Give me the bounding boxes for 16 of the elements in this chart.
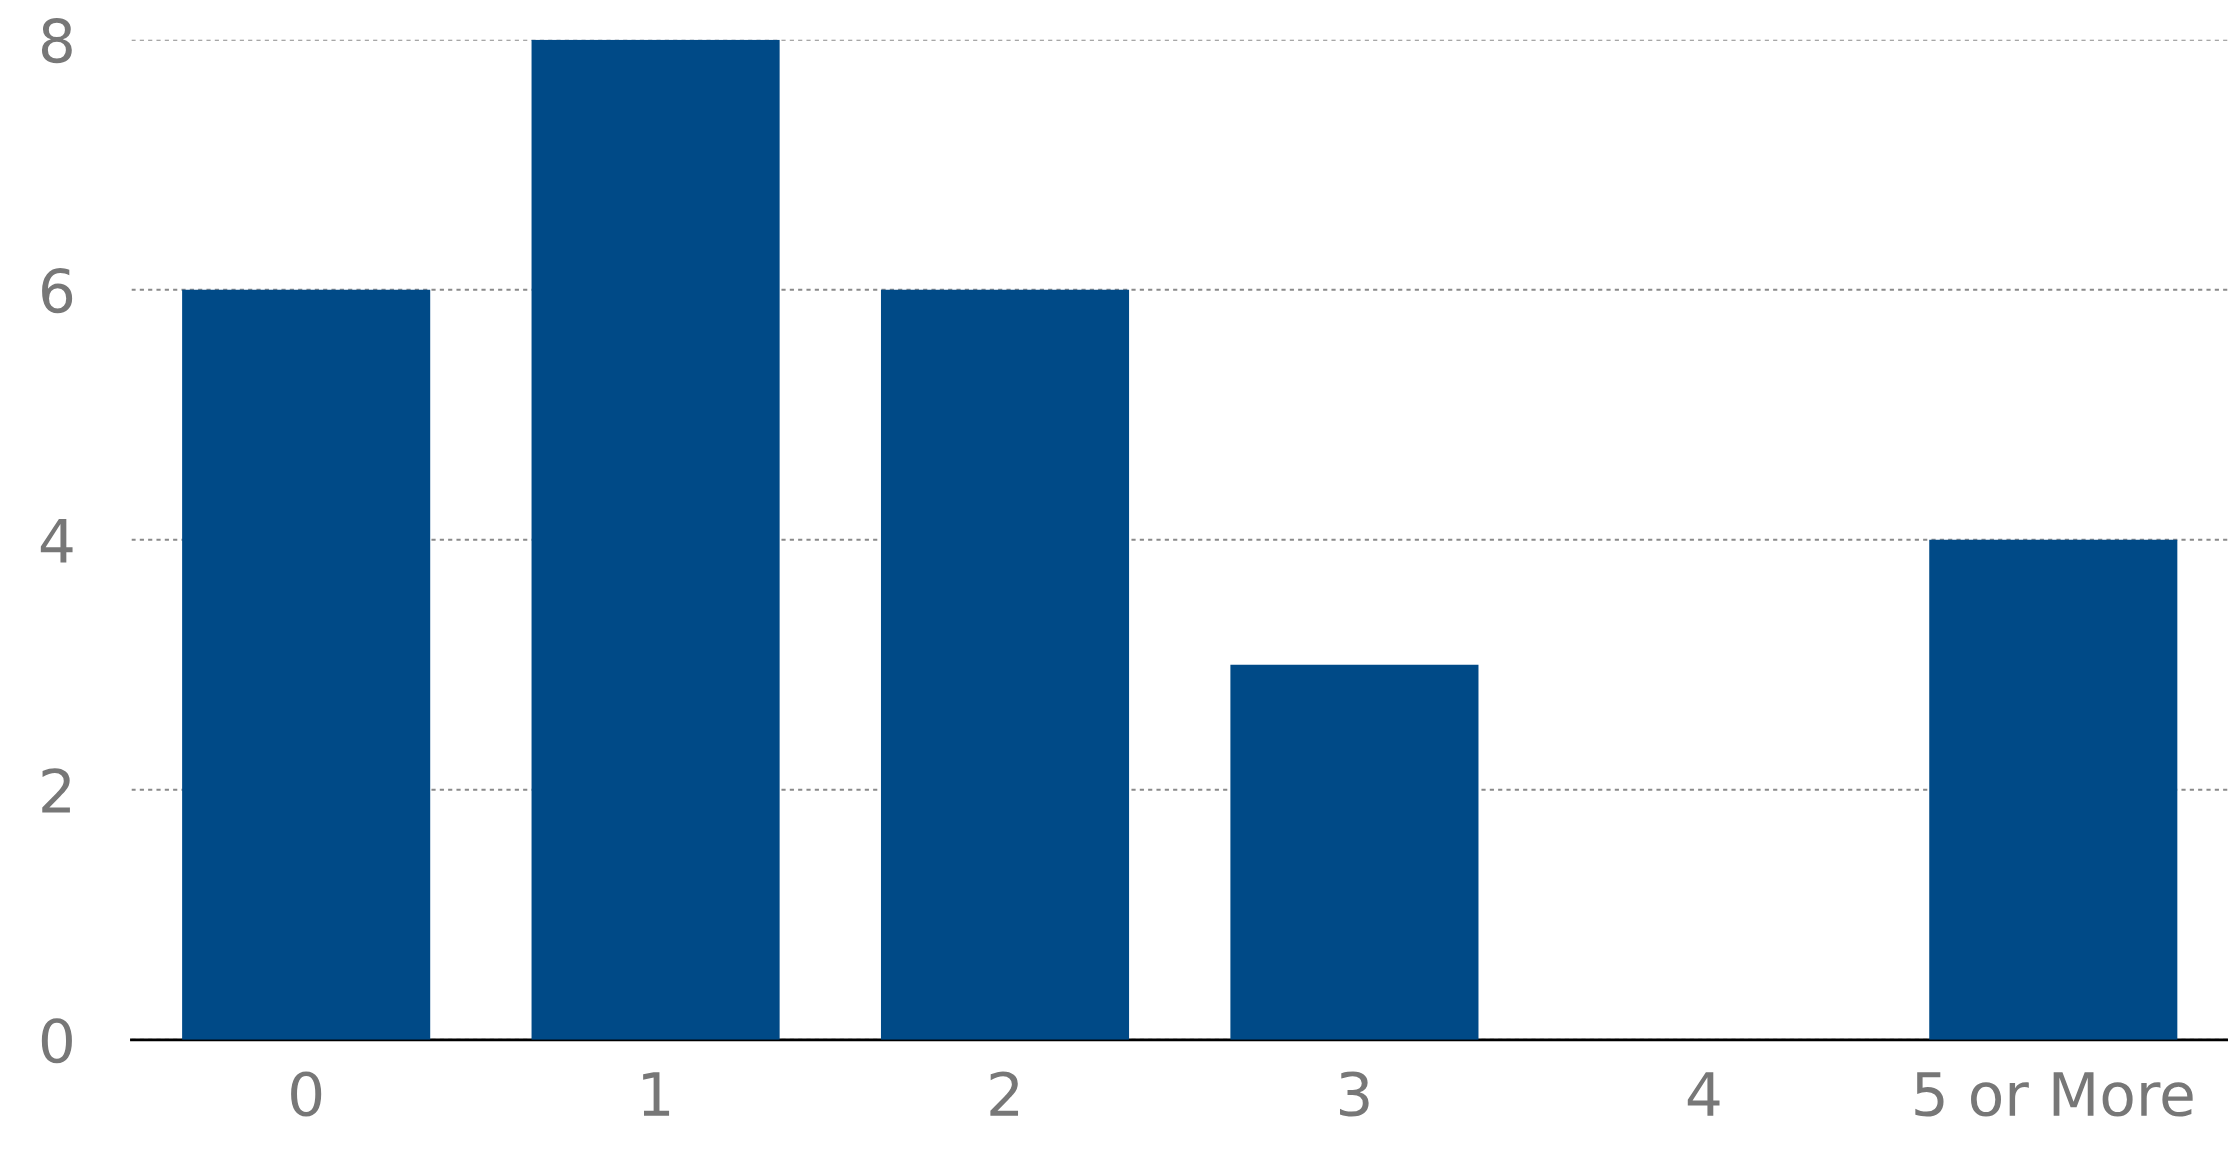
y-tick-label: 6	[42, 268, 73, 314]
bar	[1230, 664, 1479, 1040]
x-tick-label: 1	[643, 1072, 670, 1116]
y-tick-label: 4	[40, 518, 73, 563]
bar	[531, 39, 780, 1040]
bar	[880, 289, 1130, 1040]
x-tick-label: 2	[990, 1071, 1019, 1116]
bar	[182, 289, 431, 1040]
x-tick-label: 5 or More	[1915, 1072, 2193, 1117]
y-tick-label: 0	[41, 1018, 72, 1064]
y-tick-label: 8	[41, 18, 72, 64]
x-tick-label: 0	[291, 1071, 322, 1117]
x-tick-label: 4	[1687, 1072, 1720, 1116]
y-tick-label: 2	[42, 768, 70, 813]
x-tick-label: 3	[1339, 1071, 1369, 1117]
bar	[1929, 539, 2178, 1040]
